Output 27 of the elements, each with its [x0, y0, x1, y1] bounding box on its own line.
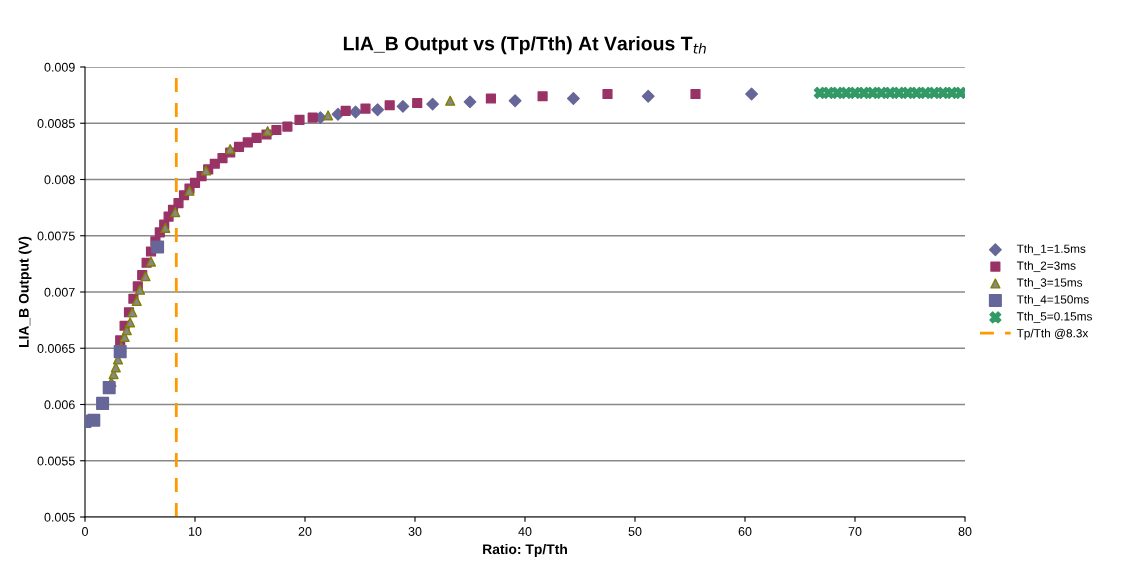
y-tick-label: 0.0075 [37, 231, 75, 241]
x-tick-label: 70 [848, 527, 862, 536]
y-tick-label: 0.0085 [37, 119, 75, 128]
x-axis-title: Ratio: Tp/Tth [483, 543, 567, 557]
x-tick-label: 80 [958, 527, 972, 536]
legend-label: Tth_4=150ms [1016, 294, 1089, 306]
legend-label: Tp/Tth @8.3x [1016, 328, 1089, 340]
x-tick-label: 60 [738, 527, 752, 536]
y-tick-label: 0.007 [44, 287, 75, 297]
y-tick-label: 0.006 [44, 400, 75, 410]
legend-label: Tth_1=1.5ms [1016, 244, 1086, 256]
legend-label: Tth_3=15ms [1016, 278, 1083, 289]
x-tick-label: 10 [189, 527, 202, 536]
y-tick-label: 0.009 [44, 62, 75, 72]
x-tick-label: 20 [298, 527, 312, 536]
y-tick-label: 0.008 [44, 175, 75, 185]
y-tick-label: 0.005 [44, 512, 75, 522]
y-tick-label: 0.0065 [37, 344, 75, 353]
x-tick-label: 50 [628, 527, 642, 536]
chart-title: LIA_B Output vs (Tp/Tth) At Various T$_{th}$ [343, 36, 706, 55]
x-tick-label: 30 [408, 527, 422, 536]
legend-label: Tth_5=0.15ms [1016, 311, 1092, 323]
legend-label: Tth_2=3ms [1016, 261, 1076, 273]
y-tick-label: 0.0055 [37, 456, 75, 466]
x-tick-label: 40 [518, 527, 532, 536]
x-tick-label: 0 [82, 527, 88, 536]
y-axis-title: LIA_B Output (V) [18, 236, 32, 347]
